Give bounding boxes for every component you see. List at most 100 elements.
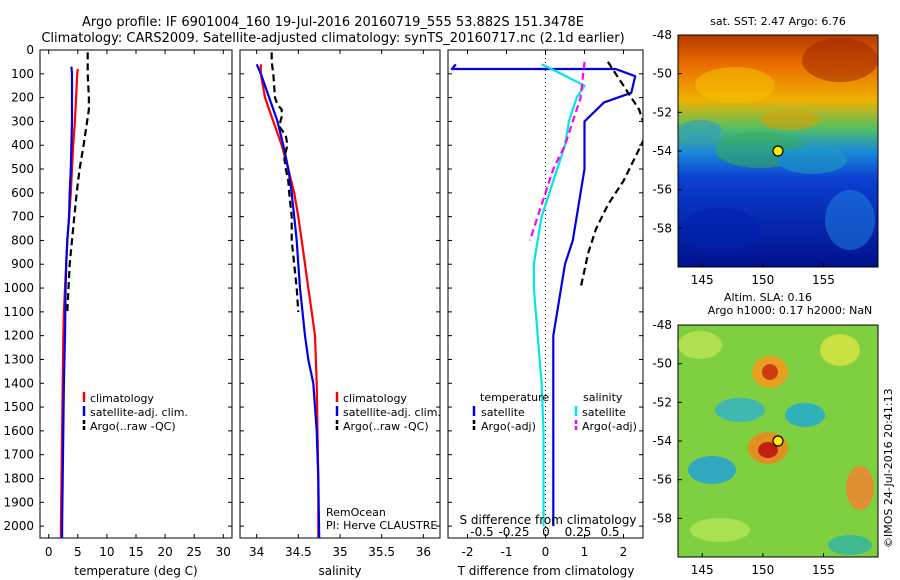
y-tick-label: 1000 [3, 281, 34, 295]
y-tick-label: 1900 [3, 495, 34, 509]
argo-float-marker [772, 435, 784, 447]
x-tick-label: 5 [74, 545, 82, 559]
map-y-tick-label: -54 [652, 144, 672, 158]
series-line [579, 61, 643, 289]
x-tick-label: 35 [332, 545, 347, 559]
map-x-tick-label: 145 [691, 273, 714, 287]
difference-legend: temperature salinity satellite Argo(-adj… [472, 391, 637, 433]
sst-map-panel: sat. SST: 2.47 Argo: 6.76 145 150 155 -48 -5… [652, 15, 879, 287]
y-tick-label: 1400 [3, 376, 34, 390]
legend-header-temperature: temperature [480, 391, 549, 404]
x2-tick-label: -0.5 [470, 525, 493, 539]
x-tick-label: 1 [581, 545, 589, 559]
y-tick-label: 200 [11, 91, 34, 105]
y-tick-label: 600 [11, 186, 34, 200]
map-y-tick-label: -50 [652, 67, 672, 81]
salinity-y-ticks [240, 49, 440, 527]
map-y-tick-label: -54 [652, 434, 672, 448]
map-y-tick-label: -48 [652, 318, 672, 332]
series-line [66, 52, 91, 312]
figure-title-line2: Climatology: CARS2009. Satellite-adjuste… [41, 31, 624, 46]
x2-tick-label: 0.5 [600, 525, 619, 539]
difference-x-axis: -2 -1 0 1 2 [462, 50, 628, 559]
depth-axis: 0 100 200 300 400 500 600 700 800 900 1000 1100 1200… [3, 43, 232, 533]
sla-map-title: Altim. SLA: 0.16 [724, 291, 812, 304]
temperature-x-axis: 0 5 10 15 20 25 30 [45, 50, 231, 559]
x2-tick-label: 0.25 [565, 525, 592, 539]
map-y-tick-label: -52 [652, 105, 672, 119]
map-y-tick-label: -56 [652, 183, 672, 197]
series-line [450, 63, 637, 527]
y-tick-label: 300 [11, 114, 34, 128]
temperature-panel: 0100200300400500600700800900100011001200… [3, 43, 233, 578]
y-tick-label: 1200 [3, 329, 34, 343]
legend-label-argo: Argo(..raw -QC) [90, 420, 176, 433]
x-tick-label: 30 [216, 545, 231, 559]
y-tick-label: 1300 [3, 352, 34, 366]
x-tick-label: 36 [416, 545, 431, 559]
legend-label-satellite: satellite-adj. clim. [343, 406, 441, 419]
y-tick-label: 1100 [3, 305, 34, 319]
map-x-tick-label: 150 [751, 273, 774, 287]
legend-label-s-argo: Argo(-adj) [582, 420, 637, 433]
y-tick-label: 2000 [3, 519, 34, 533]
temperature-legend: climatology satellite-adj. clim. Argo(..… [82, 392, 188, 433]
x2-tick-label: -0.25 [498, 525, 529, 539]
legend-label-s-satellite: satellite [582, 406, 626, 419]
salinity-xlabel: salinity [318, 564, 361, 578]
x-tick-label: -1 [501, 545, 513, 559]
y-tick-label: 400 [11, 138, 34, 152]
series-line [270, 52, 300, 312]
float-pi-label: PI: Herve CLAUSTRE [326, 519, 437, 532]
figure-title-line1: Argo profile: IF 6901004_160 19-Jul-2016… [82, 15, 584, 30]
x-tick-label: 2 [620, 545, 628, 559]
map-y-tick-label: -48 [652, 28, 672, 42]
y-tick-label: 1600 [3, 424, 34, 438]
sst-map-texture [678, 38, 878, 252]
sla-map-texture [678, 331, 874, 555]
sst-map-title: sat. SST: 2.47 Argo: 6.76 [710, 15, 846, 28]
legend-label-argo: Argo(..raw -QC) [343, 420, 429, 433]
legend-label-climatology: climatology [343, 392, 407, 405]
y-tick-label: 1500 [3, 400, 34, 414]
y-tick-label: 900 [11, 257, 34, 271]
x-tick-label: -2 [462, 545, 474, 559]
salinity-panel: 34 34.5 35 35.5 36 salinity climatology sate… [239, 49, 441, 578]
map-y-tick-label: -58 [652, 511, 672, 525]
map-x-tick-label: 150 [751, 563, 774, 577]
y-tick-label: 1700 [3, 448, 34, 462]
x-tick-label: 34.5 [285, 545, 312, 559]
x-tick-label: 25 [187, 545, 202, 559]
map-y-tick-label: -58 [652, 221, 672, 235]
legend-label-climatology: climatology [90, 392, 154, 405]
temperature-xlabel: temperature (deg C) [74, 564, 197, 578]
x-tick-label: 10 [99, 545, 114, 559]
sla-map-panel: Altim. SLA: 0.16 Argo h1000: 0.17 h2000:… [652, 291, 879, 577]
credit-stamp: ©IMOS 24-Jul-2016 20:41:13 [882, 388, 895, 548]
series-line [60, 66, 74, 538]
series-line [259, 64, 320, 538]
x-tick-label: 35.5 [368, 545, 395, 559]
sla-map-subtitle: Argo h1000: 0.17 h2000: NaN [708, 304, 873, 317]
salinity-axes-frame [239, 49, 441, 539]
sla-map-axes: 145 150 155 -48 -50 -52 -54 -56 -58 [652, 318, 835, 577]
map-x-tick-label: 145 [691, 563, 714, 577]
map-y-tick-label: -50 [652, 357, 672, 371]
y-tick-label: 700 [11, 210, 34, 224]
legend-label-satellite: satellite-adj. clim. [90, 406, 188, 419]
salinity-difference-axis: -0.5 -0.25 0 0.25 0.5 [470, 525, 619, 539]
legend-label-t-argo: Argo(-adj) [481, 420, 536, 433]
y-tick-label: 800 [11, 233, 34, 247]
x-tick-label: 34 [249, 545, 264, 559]
y-tick-label: 100 [11, 67, 34, 81]
difference-series [450, 61, 643, 527]
map-x-tick-label: 155 [812, 563, 835, 577]
map-y-tick-label: -56 [652, 473, 672, 487]
y-tick-label: 1800 [3, 471, 34, 485]
x-tick-label: 15 [128, 545, 143, 559]
x-tick-label: 0 [45, 545, 53, 559]
legend-label-t-satellite: satellite [481, 406, 525, 419]
y-tick-label: 0 [26, 43, 34, 57]
difference-panel: -2 -1 0 1 2 -0.5 -0.25 0 0.25 0.5 T difference f… [447, 49, 644, 578]
float-program-label: RemOcean [326, 506, 386, 519]
